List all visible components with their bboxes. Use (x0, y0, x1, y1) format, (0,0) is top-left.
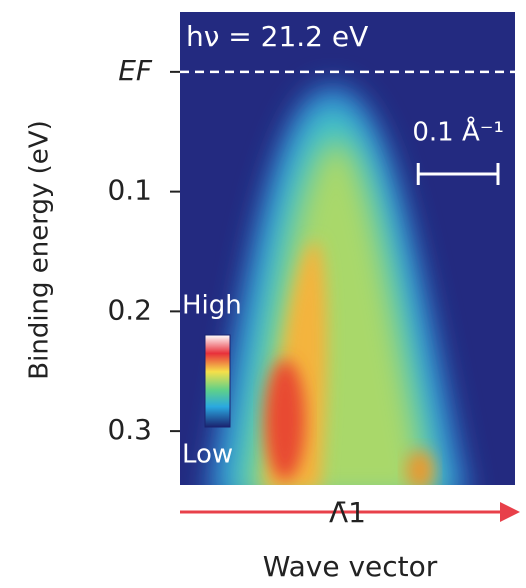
scale-bar-label: 0.1 Å⁻¹ (412, 116, 504, 148)
arrow-head (500, 502, 520, 522)
intensity-map (180, 12, 515, 485)
y-tick-label: 0.2 (107, 293, 152, 326)
y-tick-label: EF (118, 54, 153, 87)
y-tick-label: 0.3 (107, 413, 152, 446)
colorbar-label: Low (182, 440, 233, 470)
x-marker-label: Λ̄1 (329, 496, 366, 529)
y-tick-label: 0.1 (107, 174, 152, 207)
colorbar-label: High (182, 291, 242, 321)
y-axis-label: Binding energy (eV) (25, 120, 55, 379)
colorbar (204, 334, 231, 428)
chart-title: hν = 21.2 eV (186, 20, 368, 53)
x-axis-label: Wave vector (263, 550, 438, 583)
